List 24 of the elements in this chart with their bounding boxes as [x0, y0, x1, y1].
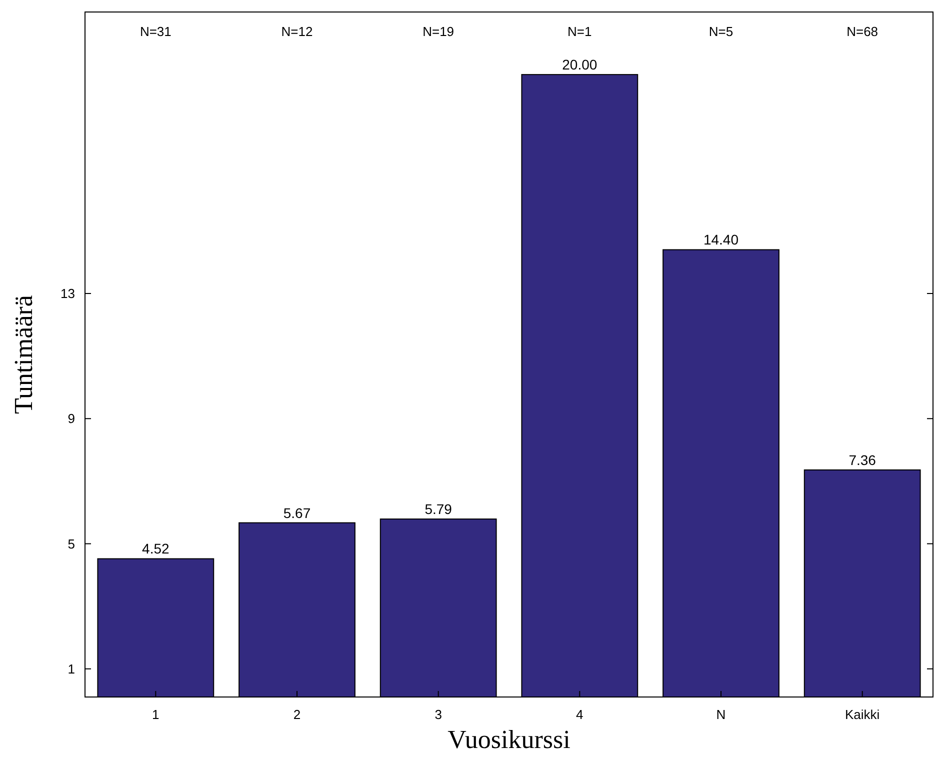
data-label: 4.52 — [142, 540, 170, 557]
y-tick-label: 9 — [68, 411, 75, 426]
x-tick-label: 1 — [152, 707, 160, 722]
data-label: 7.36 — [848, 452, 876, 468]
y-tick-label: 1 — [68, 661, 75, 676]
annotation: N=5 — [708, 24, 734, 39]
data-label: 5.79 — [424, 501, 452, 518]
annotation: N=31 — [140, 24, 172, 39]
data-label: 5.67 — [283, 504, 311, 521]
x-axis-title: Vuosikurssi — [448, 725, 570, 754]
y-axis-title: Tuntimäärä — [9, 294, 38, 414]
annotation: N=19 — [422, 24, 454, 39]
data-label: 14.40 — [703, 232, 739, 248]
data-label: 20.00 — [562, 56, 598, 73]
x-tick-label: Kaikki — [844, 707, 880, 722]
annotation: N=1 — [568, 24, 592, 39]
x-tick-label: 3 — [434, 707, 442, 722]
annotation: N=12 — [281, 24, 313, 39]
annotation: N=68 — [846, 24, 878, 39]
x-tick-label: N — [716, 707, 726, 722]
y-tick-label: 13 — [60, 286, 75, 302]
y-tick-label: 5 — [68, 536, 75, 552]
x-tick-label: 2 — [293, 707, 301, 722]
x-tick-label: 4 — [576, 707, 584, 722]
